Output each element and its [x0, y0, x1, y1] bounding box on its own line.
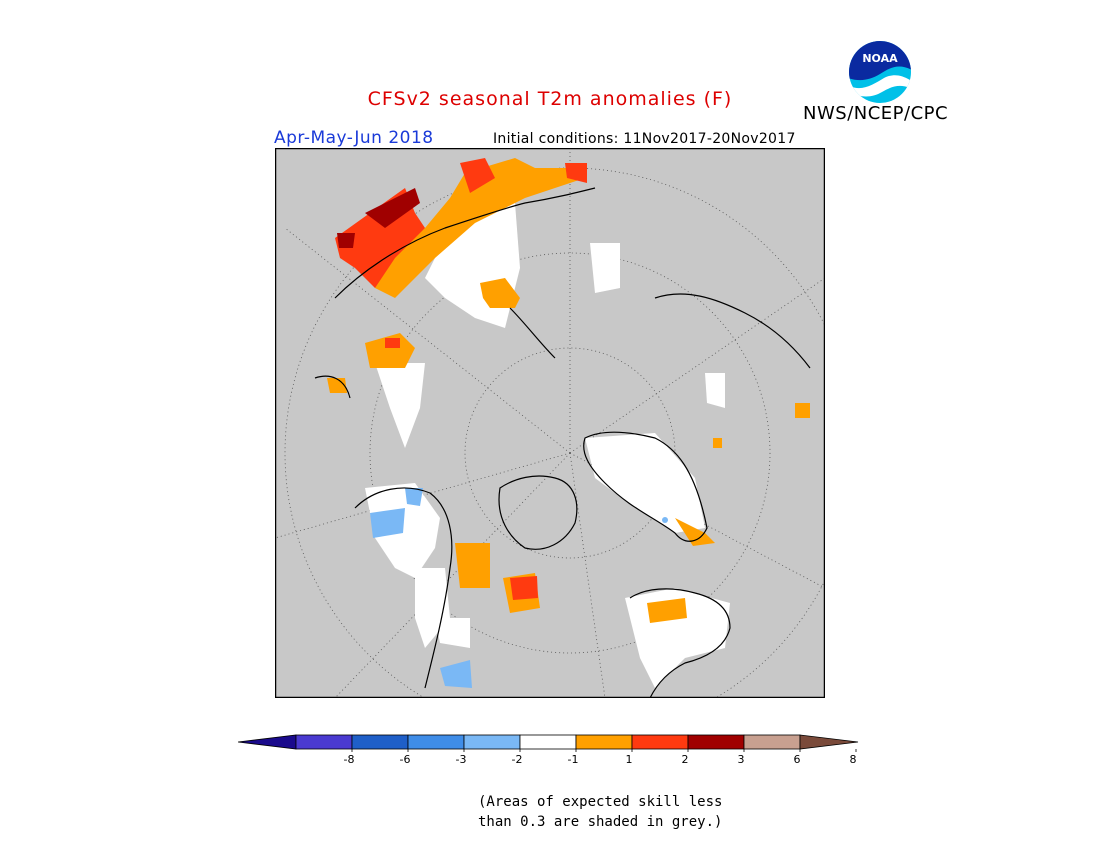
colorbar-tick-label: -6: [400, 753, 411, 766]
north-asia-coastline: [654, 293, 811, 369]
initial-conditions: Initial conditions: 11Nov2017-20Nov2017: [493, 131, 796, 147]
central-siberia-orange: [480, 278, 520, 308]
map-title: CFSv2 seasonal T2m anomalies (F): [0, 88, 1100, 110]
colorbar-tick-label: 3: [738, 753, 745, 766]
meridian-5: [334, 452, 571, 698]
far-siberia-red: [460, 158, 495, 193]
colorbar-tick-label: -1: [568, 753, 579, 766]
polar-map: [275, 148, 825, 698]
colorbar-tick-label: 1: [626, 753, 633, 766]
colorbar-box: [631, 734, 689, 750]
colorbar-tick-label: -8: [344, 753, 355, 766]
noaa-logo: NOAA: [849, 41, 911, 103]
greenland-white-area: [585, 433, 705, 533]
arctic-orange-spot: [713, 438, 722, 448]
map-frame: [275, 148, 825, 698]
colorbar-tick-label: 6: [794, 753, 801, 766]
cool-areas: [370, 488, 668, 688]
colorbar-tick-label: -3: [456, 753, 467, 766]
colorbar-box: [575, 734, 633, 750]
warm-1-2-areas: [327, 158, 810, 623]
colorbar-box: [407, 734, 465, 750]
colorbar-box: [687, 734, 745, 750]
central-asia-white-area: [375, 363, 425, 448]
alaska-canada-coastline: [354, 487, 453, 689]
siberia-darkred-spot: [337, 233, 355, 248]
bering-coastline: [314, 375, 351, 399]
colorbar-tick-label: -2: [512, 753, 523, 766]
colorbar-arrow-high: [799, 734, 859, 750]
colorbar-legend: -8 -6 -3 -2 -1 1 2 3 6 8: [238, 734, 859, 766]
graticule-circle-mid: [369, 252, 771, 654]
colorbar-box: [743, 734, 801, 750]
bering-orange: [327, 378, 347, 393]
footnote-line-1: (Areas of expected skill less: [478, 794, 723, 810]
meridian-7: [284, 227, 571, 454]
colorbar-box: [295, 734, 353, 750]
forecast-period: Apr-May-Jun 2018: [274, 128, 434, 148]
coastlines: [314, 187, 811, 698]
colorbar-arrow-low: [238, 734, 297, 750]
noaa-logo-bird: [850, 75, 910, 97]
us-blue-area: [440, 660, 472, 688]
warm-3-6-areas: [337, 188, 420, 248]
north-europe-white-area: [705, 373, 725, 408]
greenland-orange: [675, 518, 715, 546]
east-asia-orange: [795, 403, 810, 418]
siberia-white-area: [590, 243, 620, 293]
noaa-logo-upper: [849, 41, 911, 81]
greenland-blue-spot: [662, 517, 668, 523]
europe-coastline: [629, 588, 731, 698]
siberia-coastline: [334, 187, 596, 299]
noaa-logo-text: NOAA: [862, 52, 898, 65]
colorbar-box: [519, 734, 577, 750]
agency-label: NWS/NCEP/CPC: [803, 103, 949, 124]
mongolia-red-spot: [385, 338, 400, 348]
mongolia-orange: [365, 333, 415, 368]
colorbar-box: [351, 734, 409, 750]
greenland-coastline: [583, 431, 708, 542]
scandinavia-orange: [647, 598, 687, 623]
colorbar-box: [463, 734, 521, 750]
colorbar-tick-label: 2: [682, 753, 689, 766]
hudson-red-area: [510, 576, 538, 600]
hudson-white-area: [435, 618, 470, 648]
footnote-line-2: than 0.3 are shaded in grey.): [478, 814, 723, 830]
siberia-darkred-area: [365, 188, 420, 228]
siberia-orange-band: [375, 158, 585, 298]
eastern-red-area: [565, 163, 587, 183]
alaska-blue-area: [370, 508, 405, 538]
colorbar-tick-label: 8: [850, 753, 857, 766]
title-text: CFSv2 seasonal T2m anomalies (F): [367, 88, 733, 110]
arctic-coastline-segment: [509, 307, 556, 359]
alaska-blue-spot: [405, 488, 423, 506]
canadian-archipelago-coastline: [498, 475, 578, 550]
canada-orange: [455, 543, 490, 588]
skill-footnote: (Areas of expected skill less than 0.3 a…: [478, 792, 722, 832]
